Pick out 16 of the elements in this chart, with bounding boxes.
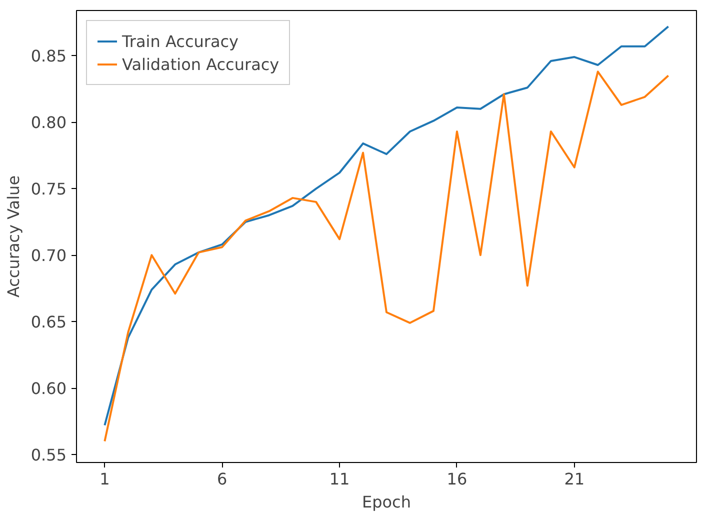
y-tick-label: 0.85 xyxy=(30,46,66,66)
y-axis-title: Accuracy Value xyxy=(4,175,23,298)
y-tick-label: 0.65 xyxy=(30,312,66,332)
legend-label: Train Accuracy xyxy=(122,32,239,50)
y-tick-label: 0.70 xyxy=(30,246,66,266)
y-tick-label: 0.55 xyxy=(30,446,66,465)
y-tick-label: 0.60 xyxy=(30,379,66,398)
x-tick-label: 11 xyxy=(329,470,350,488)
x-axis-title: Epoch xyxy=(362,492,412,512)
x-tick-label: 1 xyxy=(100,470,110,488)
y-tick-label: 0.75 xyxy=(30,180,66,199)
legend-label: Validation Accuracy xyxy=(122,54,280,74)
x-tick-label: 16 xyxy=(446,470,468,488)
x-tick-label: 21 xyxy=(564,470,585,488)
y-tick-label: 0.80 xyxy=(30,113,66,132)
x-tick-label: 6 xyxy=(217,470,228,488)
